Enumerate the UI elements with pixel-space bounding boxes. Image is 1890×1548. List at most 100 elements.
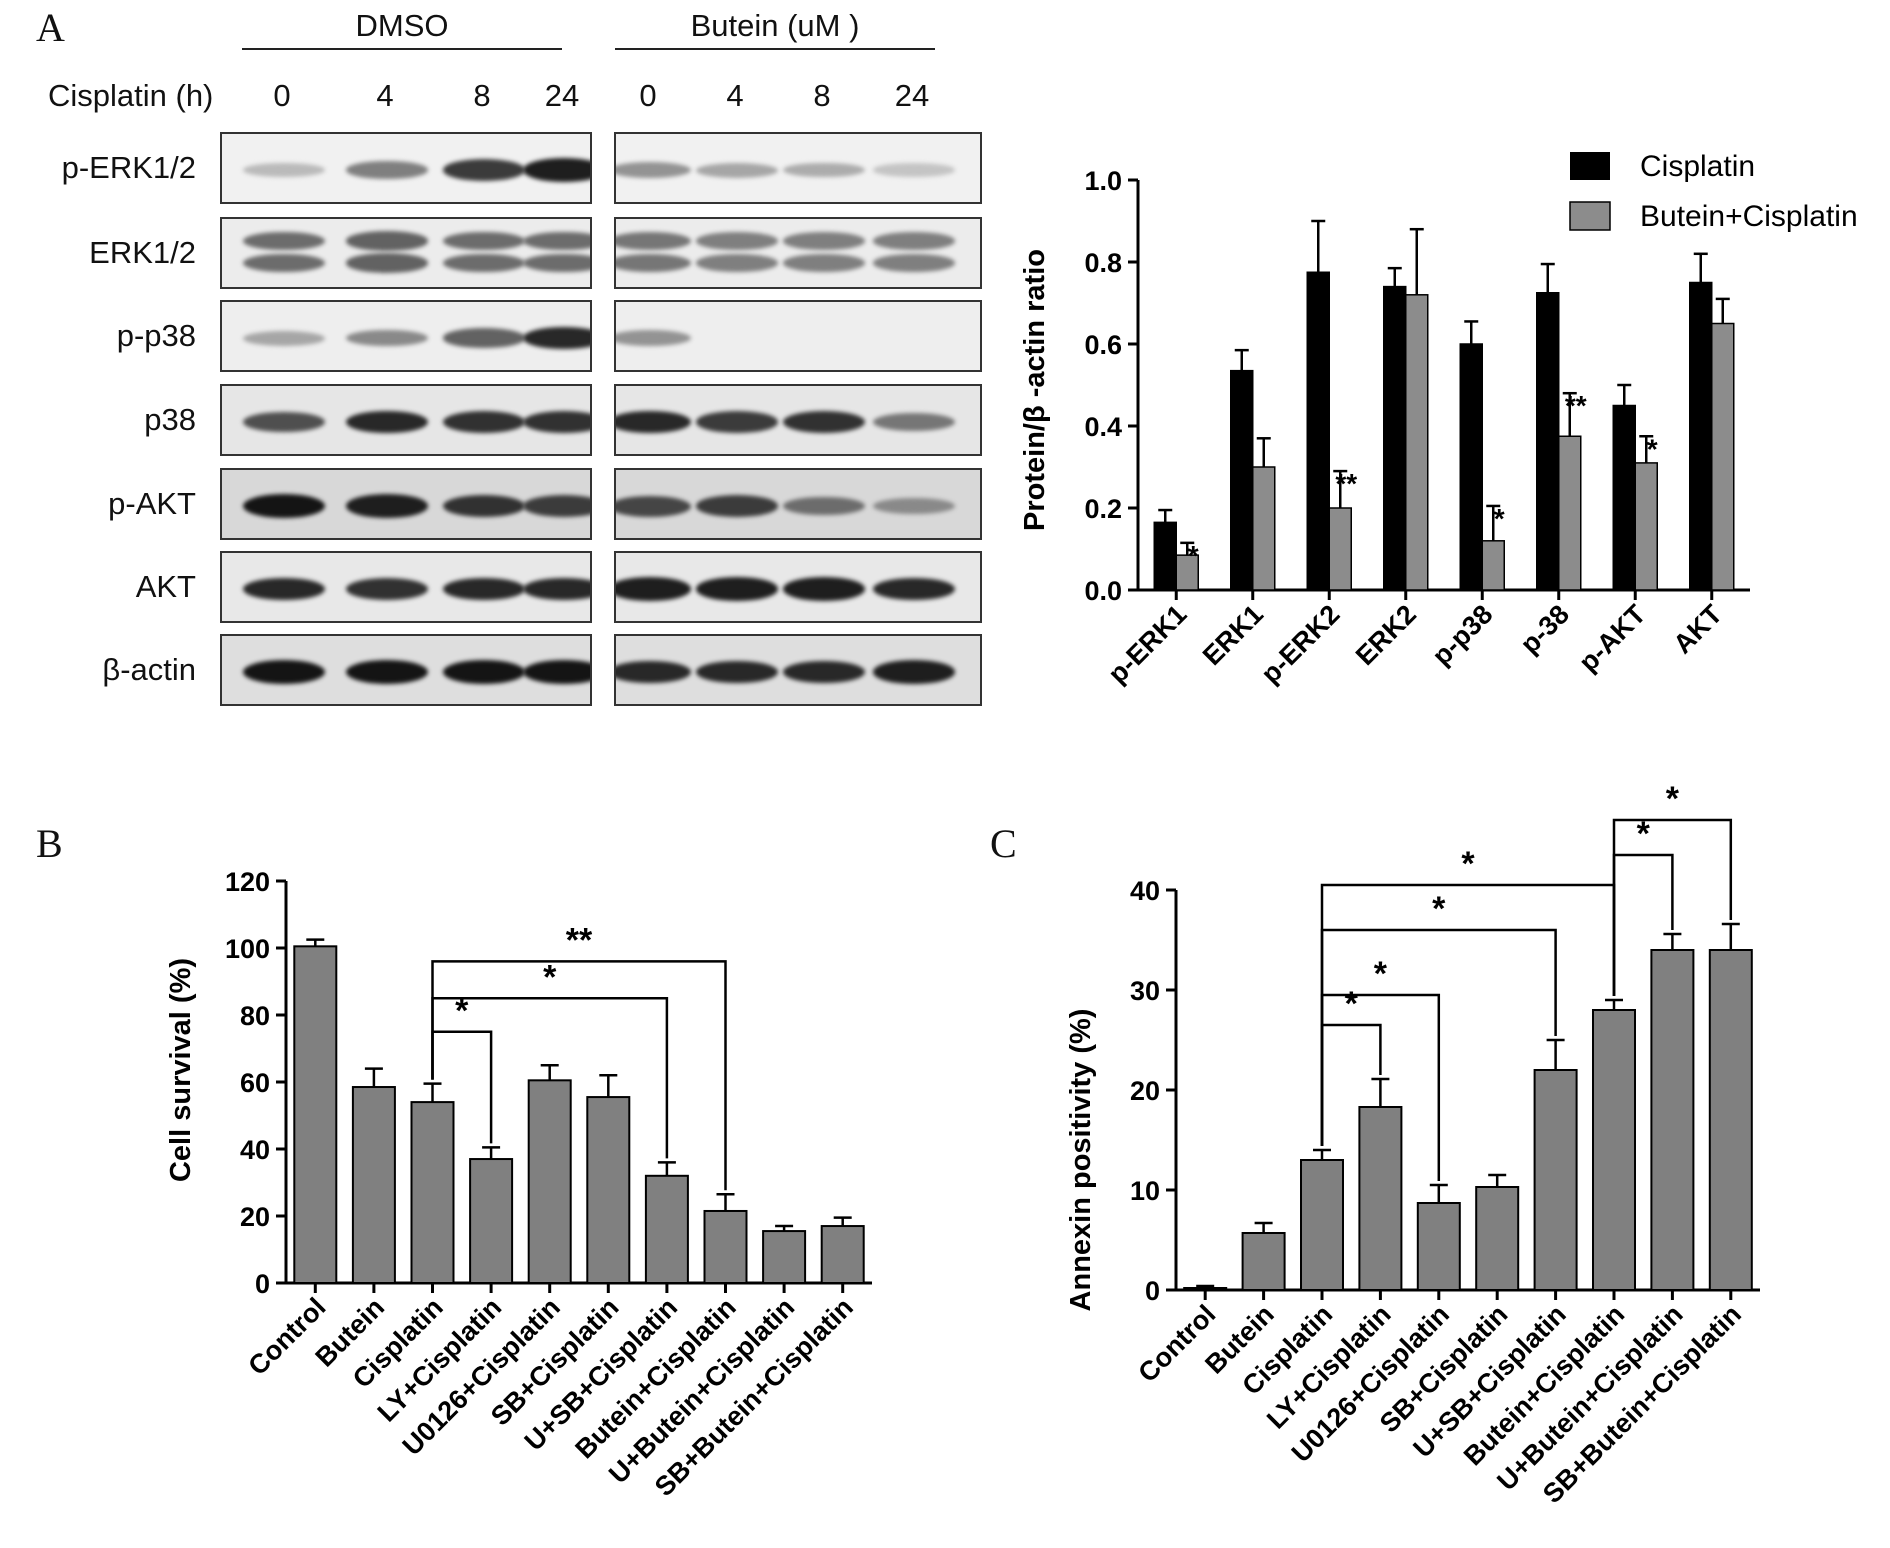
blot-band-erk1-2-lane-6-1: [783, 254, 865, 272]
chart-a-bar-cisplatin-p-38: [1536, 292, 1560, 591]
blot-row-label-p-akt: p-AKT: [108, 486, 196, 521]
chart-b-y-tick-label: 40: [240, 1135, 270, 1165]
blot-band-p38-lane-3: [523, 410, 590, 434]
chart-a-x-tick-label: ERK1: [1197, 599, 1269, 671]
lane-label-3: 24: [544, 78, 580, 113]
chart-a-bar-butein-cisplatin-p-38: [1558, 435, 1582, 591]
chart-a-bar-cisplatin-erk1: [1230, 369, 1254, 591]
blot-band-akt-lane-6: [783, 577, 865, 601]
protein-ratio-bar-chart: Protein/β -actin ratio Cisplatin Butein+…: [1019, 150, 1858, 689]
blot-band-p-akt-lane-7: [873, 497, 955, 515]
annexin-positivity-bar-chart: Annexin positivity (%) 010203040ControlB…: [1065, 780, 1760, 1509]
chart-a-significance: *: [1647, 433, 1658, 464]
blot-band-actin-lane-4: [616, 660, 691, 684]
legend-label-cisplatin: Cisplatin: [1640, 150, 1755, 183]
chart-a-y-axis-label: Protein/β -actin ratio: [1019, 249, 1051, 531]
chart-b-bar-u-sb-cisplatin: [644, 1174, 689, 1284]
blot-band-erk1-2-lane-6-0: [783, 232, 865, 250]
blot-band-p38-lane-6: [783, 410, 865, 434]
chart-c-y-tick-label: 40: [1130, 876, 1160, 906]
lane-label-7: 24: [894, 78, 930, 113]
chart-a-x-tick-label: p-ERK1: [1102, 599, 1192, 689]
blot-row-label-actin: β-actin: [102, 652, 196, 687]
chart-a-bar-cisplatin-p-erk1: [1153, 521, 1177, 591]
chart-c-significance: *: [1666, 780, 1680, 818]
blot-panel-erk1-2-butein: [614, 217, 982, 289]
blot-band-akt-lane-1: [346, 577, 428, 601]
chart-a-bar-cisplatin-erk2: [1383, 285, 1407, 591]
blot-band-erk1-2-lane-5-0: [696, 232, 778, 250]
chart-a-bar-butein-cisplatin-akt: [1711, 322, 1735, 591]
chart-c-significance: *: [1374, 955, 1388, 993]
chart-b-x-tick-label: Control: [242, 1292, 331, 1381]
chart-a-x-tick-label: p-p38: [1426, 599, 1498, 671]
blot-panel-akt-butein: [614, 551, 982, 623]
blot-band-p38-lane-4: [616, 410, 691, 434]
blot-band-p-p38-lane-1: [346, 329, 428, 347]
lane-label-4: 0: [639, 78, 657, 113]
blot-band-erk1-2-lane-2-1: [443, 253, 525, 273]
blot-band-erk1-2-lane-0-1: [243, 253, 325, 273]
legend-swatch-cisplatin: [1570, 152, 1610, 180]
chart-a-y-tick-label: 1.0: [1084, 166, 1122, 196]
blot-band-akt-lane-5: [696, 577, 778, 601]
blot-band-p-erk1-2-lane-2: [443, 159, 525, 181]
chart-b-bar-cisplatin: [410, 1101, 455, 1284]
panel-c-letter: C: [990, 821, 1017, 866]
blot-band-p-akt-lane-4: [616, 495, 691, 517]
chart-a-bar-butein-cisplatin-p-akt: [1634, 462, 1658, 591]
blot-band-erk1-2-lane-7-0: [873, 232, 955, 250]
blot-band-actin-lane-1: [346, 660, 428, 684]
chart-a-significance: **: [1565, 390, 1587, 421]
chart-a-bar-cisplatin-p-erk2: [1306, 271, 1330, 591]
butein-group-label: Butein (uM ): [690, 8, 860, 43]
blot-band-p-akt-lane-5: [696, 495, 778, 517]
legend-swatch-butein-cisplatin: [1569, 201, 1611, 231]
chart-c-x-tick-label: Control: [1132, 1299, 1221, 1388]
chart-a-bar-cisplatin-p-p38: [1459, 343, 1483, 591]
chart-b-y-tick-label: 120: [225, 867, 270, 897]
chart-b-y-tick-label: 60: [240, 1068, 270, 1098]
blot-band-p38-lane-0: [243, 411, 325, 433]
chart-a-bar-butein-cisplatin-erk2: [1405, 294, 1429, 591]
blot-panel-p38-butein: [614, 384, 982, 456]
legend: Cisplatin Butein+Cisplatin: [1569, 150, 1858, 233]
blot-panel-p-p38-butein: [614, 300, 982, 372]
blot-band-p-p38-lane-3: [523, 326, 590, 350]
blot-band-p-erk1-2-lane-0: [243, 163, 325, 177]
blot-band-erk1-2-lane-3-1: [523, 253, 590, 273]
blot-band-p-erk1-2-lane-3: [523, 158, 590, 182]
chart-b-significance: **: [566, 921, 593, 959]
chart-c-y-tick-label: 0: [1145, 1276, 1160, 1306]
chart-c-y-tick-label: 30: [1130, 976, 1160, 1006]
chart-c-significance: *: [1637, 815, 1651, 853]
chart-c-comparison-bracket: [1612, 818, 1733, 996]
chart-b-y-tick-label: 20: [240, 1202, 270, 1232]
blot-band-akt-lane-7: [873, 577, 955, 601]
chart-c-bar-u-butein-cisplatin: [1650, 949, 1695, 1291]
blot-band-p-akt-lane-3: [523, 495, 590, 517]
chart-b-bar-u0126-cisplatin: [527, 1079, 572, 1284]
chart-c-bar-sb-cisplatin: [1475, 1186, 1520, 1291]
chart-c-bar-u0126-cisplatin: [1416, 1202, 1461, 1291]
blot-panel-akt-dmso: [220, 551, 592, 623]
butein-underline: [615, 48, 935, 50]
chart-a-x-tick-label: ERK2: [1350, 599, 1422, 671]
chart-a-bar-butein-cisplatin-erk1: [1252, 466, 1276, 591]
blot-band-actin-lane-5: [696, 660, 778, 684]
blot-panel-p-akt-dmso: [220, 468, 592, 540]
chart-a-significance: **: [1335, 468, 1357, 499]
blot-band-p-akt-lane-6: [783, 496, 865, 516]
chart-b-y-tick-label: 80: [240, 1001, 270, 1031]
blot-band-p-p38-lane-0: [243, 330, 325, 346]
chart-a-x-tick-label: p-38: [1515, 599, 1575, 659]
blot-panel-erk1-2-dmso: [220, 217, 592, 289]
blot-band-p-akt-lane-2: [443, 494, 525, 518]
chart-b-bar-sb-butein-cisplatin: [820, 1225, 865, 1284]
chart-a-bar-butein-cisplatin-p-erk1: [1175, 554, 1199, 591]
blot-band-p38-lane-2: [443, 410, 525, 434]
blot-band-actin-lane-6: [783, 660, 865, 684]
blot-panel-p-erk1-2-dmso: [220, 132, 592, 204]
blot-panel-p-p38-dmso: [220, 300, 592, 372]
chart-c-bar-butein: [1241, 1232, 1286, 1291]
